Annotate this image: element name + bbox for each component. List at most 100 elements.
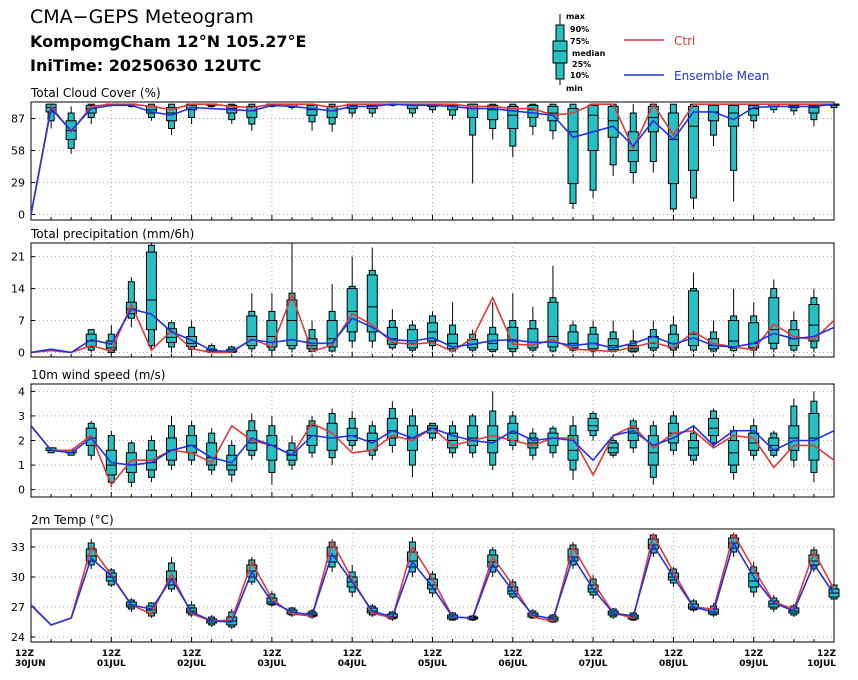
box-p25-p75	[186, 335, 198, 348]
ensemble-mean-line	[30, 103, 835, 215]
ensemble-mean-line	[30, 541, 835, 626]
x-tick-date-label: 10JUL	[807, 659, 836, 669]
box-36	[748, 562, 760, 597]
box-p25-p75	[507, 105, 519, 129]
box-26	[547, 103, 559, 140]
panel-3: 2m Temp (°C) 24 27 30 33	[11, 513, 840, 644]
location-label: KompomgCham 12°N 105.27°E	[30, 32, 307, 51]
box-p25-p75	[527, 104, 539, 118]
box-27	[567, 415, 579, 480]
legend-label-p90: 90%	[570, 25, 589, 34]
y-tick-label: 58	[11, 145, 25, 158]
box-27	[567, 320, 579, 353]
box-29	[607, 103, 619, 176]
box-19	[406, 537, 418, 577]
box-8	[186, 320, 198, 353]
y-tick-label: 21	[11, 251, 25, 264]
box-17	[366, 247, 378, 348]
y-tick-label: 0	[18, 346, 25, 359]
panel-title: 2m Temp (°C)	[31, 513, 114, 527]
box-29	[607, 438, 619, 458]
box-3	[85, 539, 97, 569]
box-p25-p75	[587, 104, 599, 152]
ctrl-line	[30, 531, 835, 626]
box-30	[627, 418, 639, 453]
box-26	[547, 265, 559, 353]
box-24	[507, 103, 519, 158]
box-13	[286, 243, 298, 353]
box-35	[728, 288, 740, 353]
box-34	[708, 408, 720, 448]
legend-ctrl-label: Ctrl	[674, 34, 695, 48]
box-p25-p75	[386, 417, 398, 439]
box-p25-p75	[547, 301, 559, 348]
box-22	[467, 413, 479, 458]
x-tick-date-label: 09JUL	[739, 659, 768, 669]
box-p25-p75	[587, 333, 599, 350]
box-23	[487, 302, 499, 353]
box-39	[808, 103, 820, 127]
y-tick-label: 4	[18, 385, 25, 398]
box-22	[467, 103, 479, 184]
box-p25-p75	[728, 104, 740, 127]
box-34	[708, 103, 720, 147]
legend-label-min: min	[566, 84, 583, 93]
x-tick-date-label: 01JUL	[97, 659, 126, 669]
y-tick-label: 0	[18, 208, 25, 221]
x-tick-hour-label: 12Z	[664, 649, 684, 659]
panel-title: Total precipitation (mm/6h)	[30, 227, 194, 241]
box-6	[145, 243, 157, 351]
page-title: CMA−GEPS Meteogram	[30, 6, 254, 28]
meteogram-header: CMA−GEPS Meteogram KompomgCham 12°N 105.…	[0, 0, 858, 100]
legend-mean-label: Ensemble Mean	[674, 69, 769, 83]
legend-label-p10: 10%	[570, 71, 589, 80]
box-27	[567, 103, 579, 209]
x-tick-hour-label: 12Z	[262, 649, 282, 659]
box-p25-p75	[406, 329, 418, 349]
box-p25-p75	[346, 288, 358, 333]
box-40	[828, 582, 840, 602]
box-p25-p75	[487, 425, 499, 454]
x-tick-date-label: 05JUL	[418, 659, 447, 669]
box-38	[788, 398, 800, 468]
box-33	[687, 425, 699, 466]
y-tick-label: 1	[18, 459, 25, 472]
box-p25-p75	[145, 251, 157, 331]
ctrl-line	[30, 102, 834, 215]
box-p25-p75	[708, 417, 720, 437]
box-p25-p75	[587, 417, 599, 432]
box-p25-p75	[607, 338, 619, 351]
legend-label-max: max	[566, 12, 586, 21]
box-16	[346, 411, 358, 451]
panel-title: 10m wind speed (m/s)	[31, 368, 165, 382]
init-time-label: IniTime: 20250630 12UTC	[30, 56, 262, 75]
box-33	[687, 103, 699, 209]
box-15	[326, 103, 338, 132]
box-p25-p75	[808, 412, 820, 461]
x-tick-hour-label: 12Z	[15, 649, 35, 659]
x-tick-hour-label: 12Z	[503, 649, 523, 659]
box-p25-p75	[125, 452, 137, 473]
box-p25-p75	[246, 105, 258, 118]
box-p25-p75	[326, 320, 338, 348]
box-11	[246, 293, 258, 353]
box-p25-p75	[687, 290, 699, 347]
box-p25-p75	[467, 425, 479, 446]
box-p10-p90	[127, 281, 135, 319]
legend-boxplot-key: max 90% 75% median 25% 10% min	[552, 12, 606, 93]
box-33	[687, 272, 699, 353]
x-tick-date-label: 03JUL	[257, 659, 286, 669]
x-tick-date-label: 08JUL	[659, 659, 688, 669]
box-p25-p75	[667, 112, 679, 185]
box-p25-p75	[306, 104, 318, 116]
box-p25-p75	[808, 304, 820, 342]
box-p25-p75	[346, 427, 358, 441]
box-p25-p75	[647, 105, 659, 133]
x-tick-date-label: 07JUL	[579, 659, 608, 669]
box-28	[587, 103, 599, 198]
box-p25-p75	[607, 105, 619, 138]
box-p25-p75	[647, 435, 659, 466]
box-19	[406, 408, 418, 478]
box-8	[186, 420, 198, 466]
